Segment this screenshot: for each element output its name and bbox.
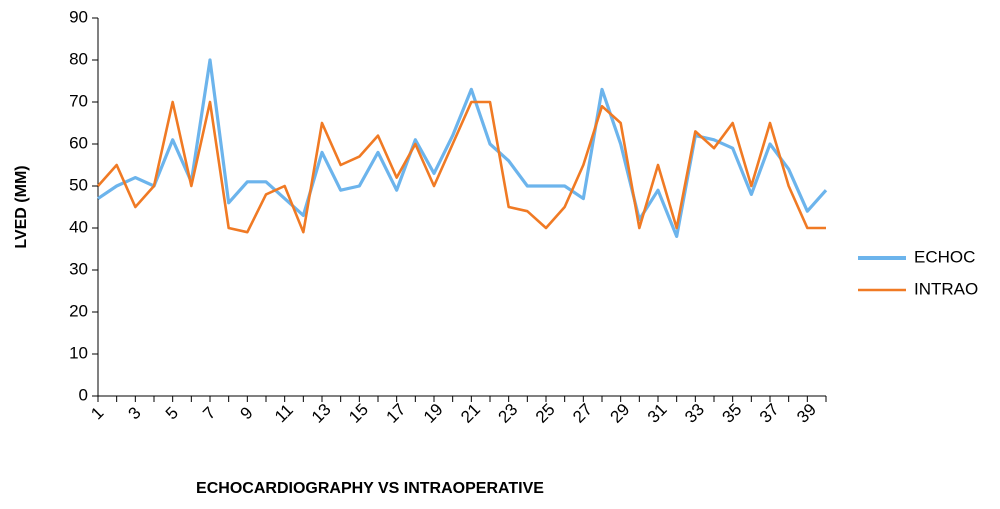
y-tick-label: 0 [79,385,88,404]
x-tick-label: 13 [308,400,335,427]
y-tick-label: 80 [69,49,88,68]
legend-label: ECHOC [914,247,975,266]
y-tick-label: 20 [69,301,88,320]
x-tick-label: 15 [345,400,372,427]
x-tick-label: 11 [271,400,297,426]
legend-label: INTRAO [914,279,978,298]
y-tick-label: 40 [69,217,88,236]
x-tick-label: 17 [383,400,410,427]
y-tick-label: 60 [69,133,88,152]
y-tick-label: 50 [69,175,88,194]
x-tick-label: 29 [607,400,634,427]
data-line [97,58,828,238]
x-tick-label: 37 [756,400,783,427]
y-tick-label: 10 [69,343,88,362]
x-tick-label: 7 [199,403,219,423]
x-tick-label: 3 [125,403,145,423]
x-tick-label: 23 [495,400,522,427]
x-tick-label: 35 [719,400,746,427]
y-tick-label: 90 [69,7,88,26]
y-axis-title: LVED (MM) [13,165,30,248]
x-tick-label: 9 [237,403,257,423]
x-tick-label: 33 [681,400,708,427]
x-axis-title: ECHOCARDIOGRAPHY VS INTRAOPERATIVE [196,480,544,497]
x-tick-label: 5 [162,403,182,423]
x-tick-label: 27 [569,400,596,427]
x-tick-label: 21 [457,400,484,427]
y-tick-label: 30 [69,259,88,278]
x-tick-label: 31 [644,400,671,427]
x-tick-label: 25 [532,400,559,427]
x-tick-label: 1 [87,403,107,423]
data-line [97,100,826,234]
x-tick-label: 19 [420,400,447,427]
y-tick-label: 70 [69,91,88,110]
x-tick-label: 39 [793,400,820,427]
